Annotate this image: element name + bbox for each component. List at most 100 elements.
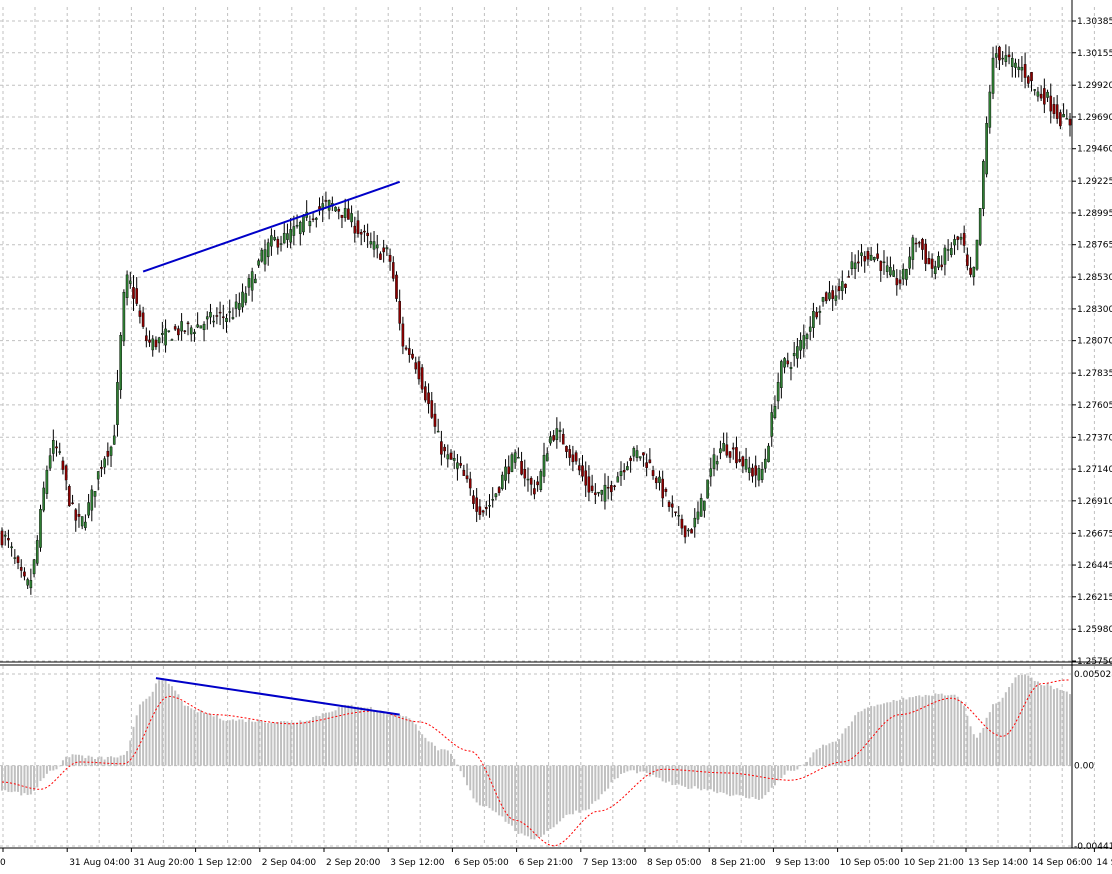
candle: [776, 372, 780, 410]
histogram-bar: [129, 740, 132, 766]
histogram-bar: [42, 765, 45, 779]
candle: [391, 256, 395, 282]
candle-body: [760, 469, 764, 480]
candle-body: [751, 467, 754, 477]
candle-body: [382, 247, 385, 253]
histogram-bar: [491, 765, 494, 811]
candle-body: [250, 271, 254, 291]
candle: [683, 525, 687, 544]
candle: [962, 225, 966, 253]
candle-body: [998, 46, 1001, 61]
candle: [834, 285, 838, 306]
candle-body: [725, 444, 729, 456]
candle: [760, 461, 764, 483]
candle: [337, 206, 341, 220]
histogram-bar: [456, 764, 459, 766]
candle-body: [225, 317, 228, 323]
histogram-bar: [998, 701, 1001, 766]
histogram-bar: [84, 758, 87, 766]
candle: [148, 330, 151, 347]
histogram-bar: [703, 765, 706, 789]
candle-body: [417, 361, 421, 380]
candle: [969, 256, 972, 278]
candle: [844, 283, 847, 294]
histogram-bar: [488, 765, 491, 809]
candle: [247, 274, 251, 296]
candle: [921, 237, 924, 260]
histogram-bar: [433, 745, 436, 766]
histogram-bar: [222, 720, 225, 766]
candle-body: [565, 445, 568, 452]
indicator-tick-label: 0.005028: [1074, 670, 1112, 680]
candle-body: [799, 340, 802, 351]
histogram-bar: [1043, 685, 1046, 766]
candle-body: [606, 487, 610, 489]
candle-body: [484, 507, 488, 510]
histogram-bar: [1004, 692, 1007, 766]
candle: [616, 471, 620, 483]
candle-body: [542, 454, 546, 477]
candle: [282, 221, 286, 244]
histogram-bar: [68, 757, 71, 766]
candle: [266, 238, 270, 266]
histogram-bar: [934, 693, 937, 766]
histogram-bar: [142, 701, 145, 766]
candle: [276, 236, 280, 255]
histogram-bar: [921, 696, 924, 766]
histogram-bar: [568, 765, 571, 815]
candle-body: [581, 465, 584, 477]
candle-body: [600, 489, 604, 495]
histogram-bar: [905, 699, 908, 766]
candle-body: [35, 540, 39, 564]
candle-body: [459, 463, 462, 466]
histogram-bar: [286, 721, 289, 766]
candle: [808, 316, 812, 341]
histogram-bar: [247, 719, 250, 766]
candle: [1001, 50, 1004, 65]
price-tick-label: 1.26445: [1077, 561, 1112, 571]
time-tick-label: 3 Sep 12:00: [390, 858, 445, 868]
histogram-bar: [658, 765, 661, 778]
time-tick-label: 13 Sep 14:00: [968, 858, 1028, 868]
candle: [459, 456, 462, 469]
histogram-bar: [235, 720, 238, 766]
histogram-bar: [263, 722, 266, 766]
candle: [706, 479, 709, 499]
histogram-bar: [427, 741, 430, 766]
candle: [632, 446, 636, 462]
candle-body: [844, 283, 847, 288]
histogram-bar: [1001, 697, 1004, 766]
candle: [533, 479, 536, 500]
candle: [972, 266, 976, 286]
candle-body: [873, 257, 876, 261]
histogram-bar: [7, 765, 10, 792]
candle-body: [337, 208, 341, 212]
histogram-bar: [918, 695, 921, 766]
candle-body: [443, 446, 446, 452]
candle-body: [74, 509, 78, 521]
candle-body: [635, 450, 639, 458]
candle: [7, 529, 10, 548]
price-trendline[interactable]: [142, 180, 401, 273]
indicator-trendline[interactable]: [155, 677, 400, 716]
histogram-bar: [780, 765, 783, 779]
histogram-bar: [23, 765, 26, 794]
candle-body: [780, 361, 783, 388]
histogram-bar: [809, 757, 812, 766]
candle: [1055, 95, 1059, 124]
histogram-bar: [838, 739, 841, 766]
price-tick-label: 1.27605: [1077, 401, 1112, 411]
candle-body: [180, 321, 183, 332]
candle: [356, 210, 360, 238]
candle: [1033, 88, 1037, 96]
price-axis: 1.30385 1.30155 1.29920 1.29690 1.29460 1.292…: [1072, 17, 1112, 667]
candle: [244, 286, 248, 306]
candle-body: [661, 478, 664, 499]
histogram-bar: [1014, 677, 1017, 766]
candle: [109, 445, 113, 467]
candle: [385, 245, 389, 256]
candle: [792, 341, 796, 367]
candle-body: [196, 324, 199, 328]
